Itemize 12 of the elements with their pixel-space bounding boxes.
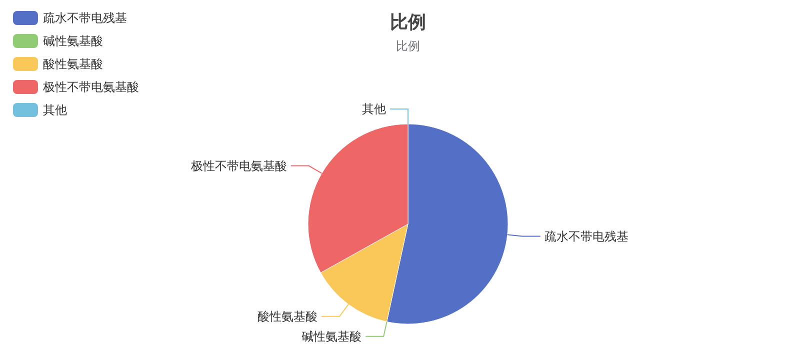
legend-label: 酸性氨基酸: [43, 57, 103, 71]
category-label: 其他: [362, 102, 386, 116]
chart-title: 比例: [390, 12, 426, 33]
legend-label: 疏水不带电残基: [43, 11, 127, 25]
slice-label: 疏水不带电残基: [544, 229, 628, 244]
slice-label: 酸性氨基酸: [258, 309, 318, 324]
legend-label: 极性不带电氨基酸: [42, 80, 139, 94]
legend-label: 碱性氨基酸: [43, 34, 103, 48]
category-label: 碱性氨基酸: [302, 329, 362, 344]
text: 比例: [396, 39, 420, 53]
legend-label: 其他: [43, 103, 67, 117]
slice-label: 极性不带电氨基酸: [190, 158, 287, 173]
